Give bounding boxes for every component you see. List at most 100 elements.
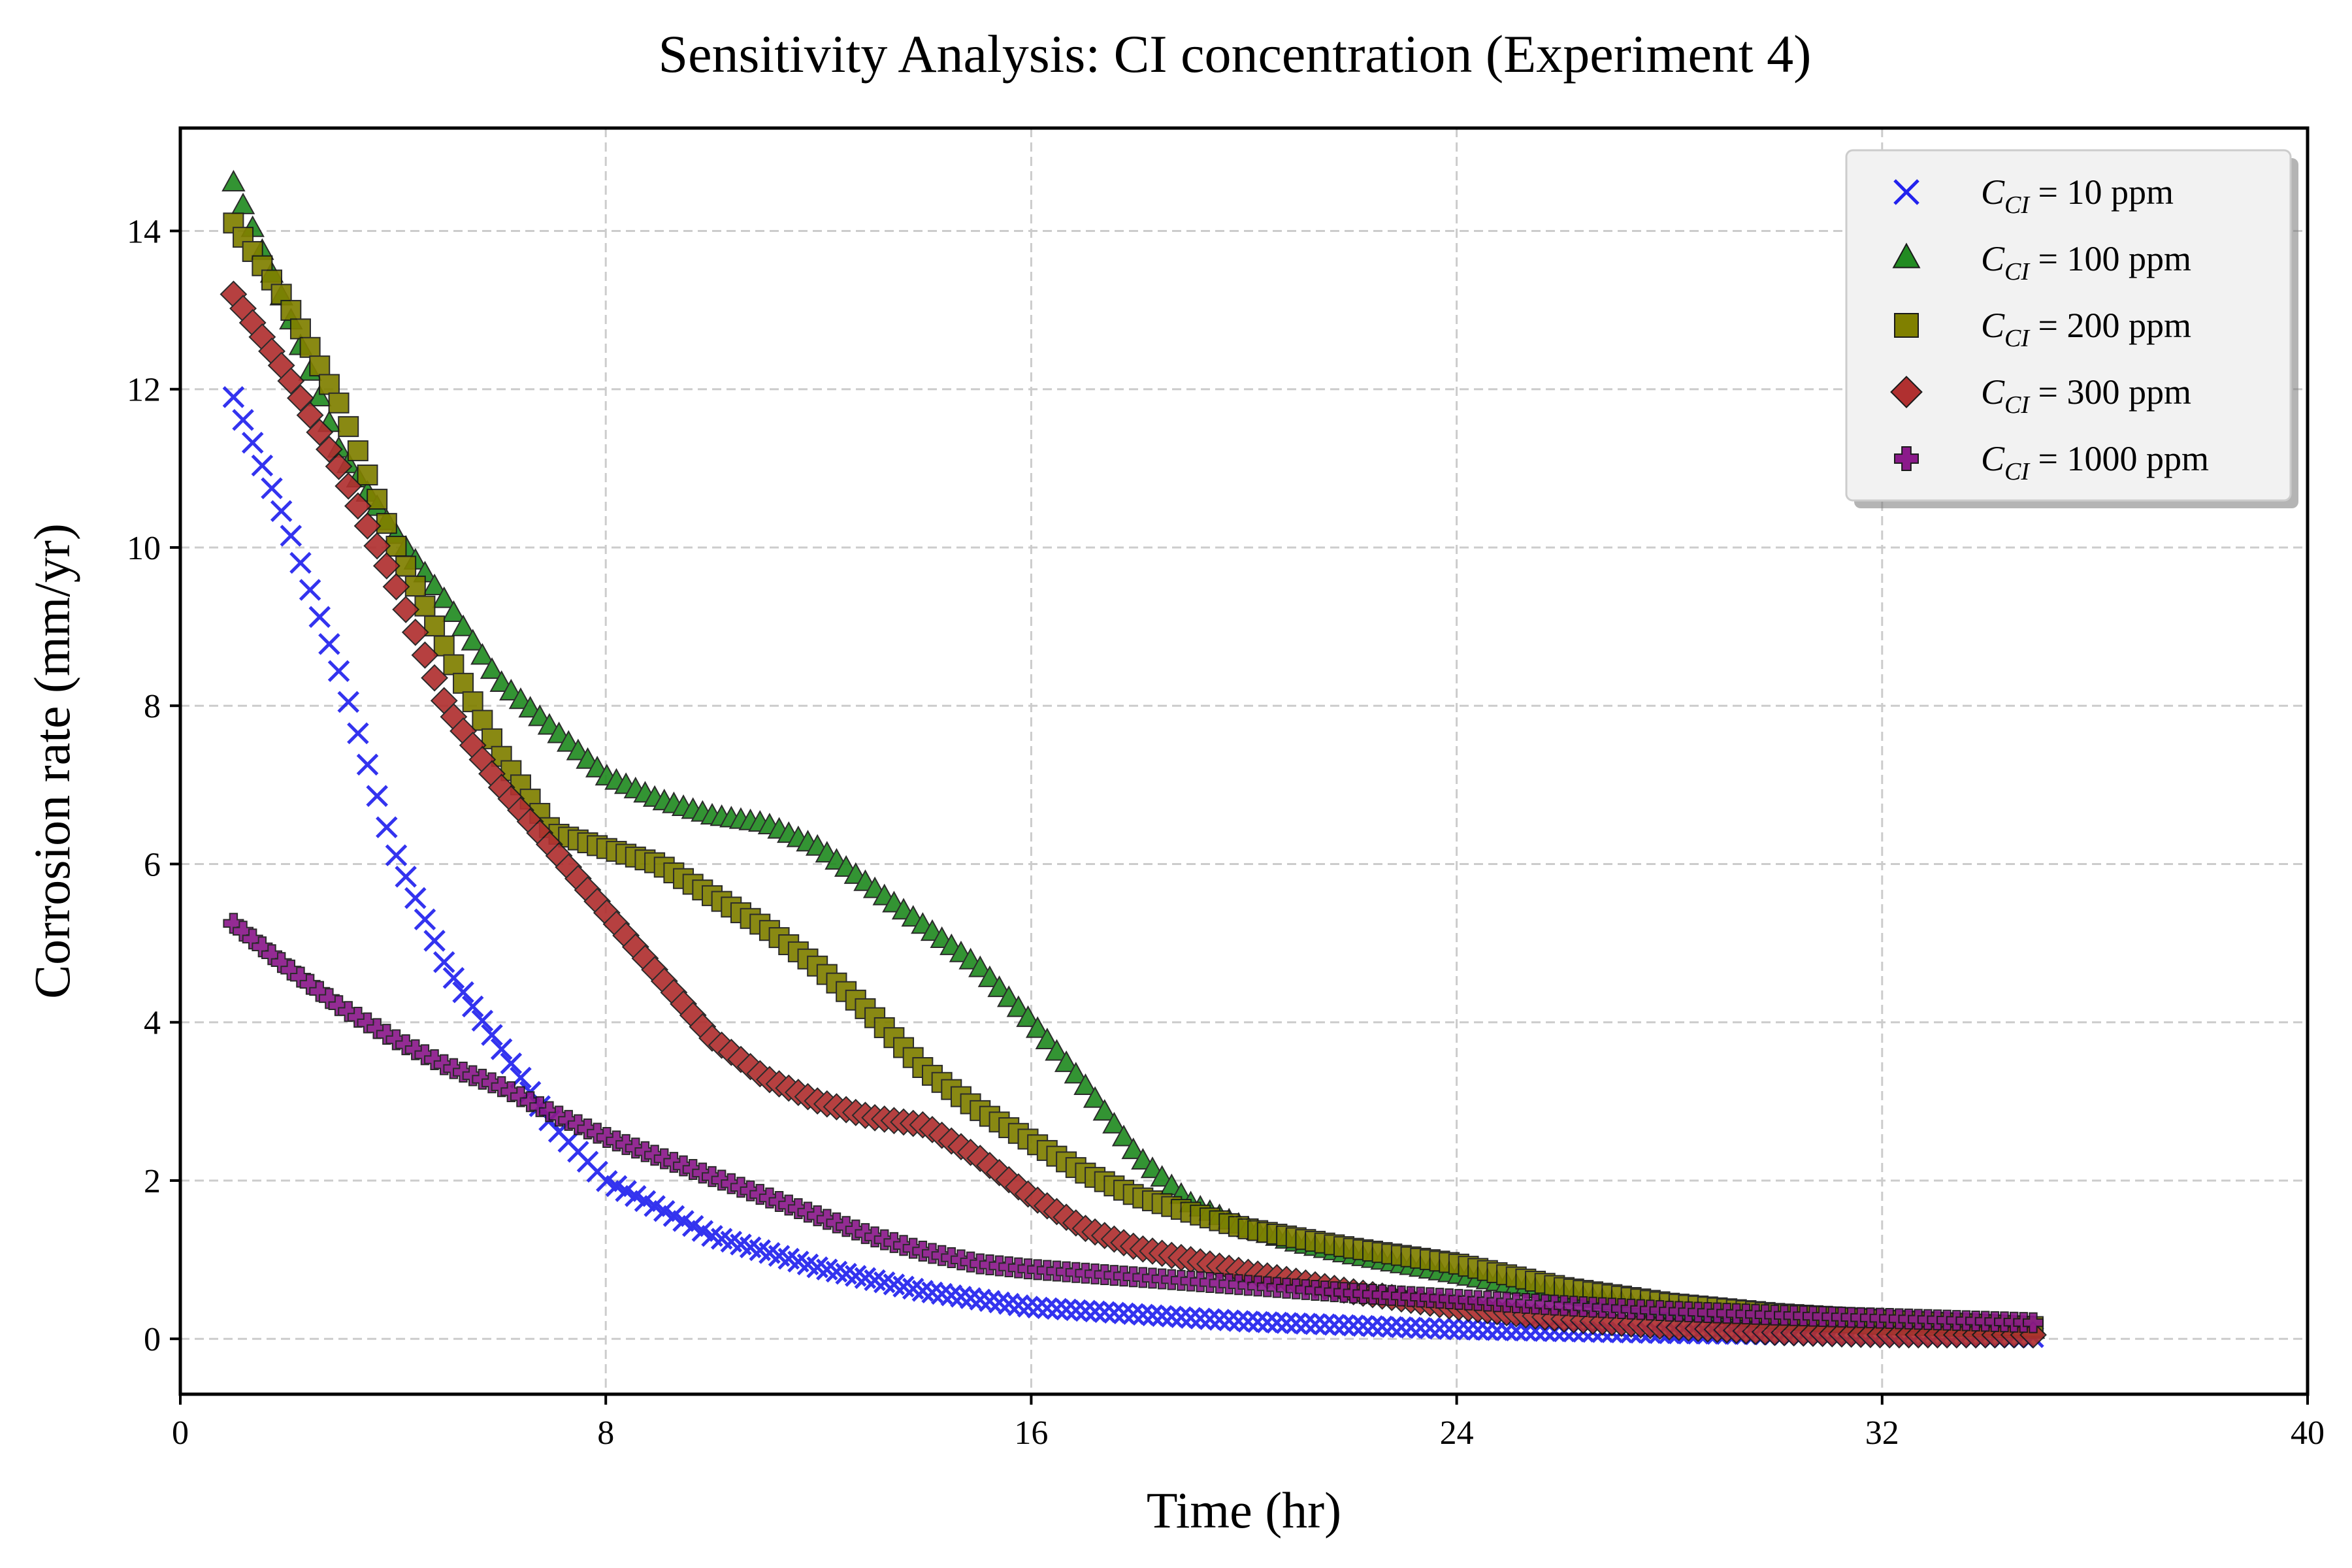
data-point [1083,1086,1107,1108]
y-tick-label: 4 [144,1005,161,1042]
data-point [337,691,359,713]
data-point [528,704,552,727]
data-point [1352,1315,1375,1337]
legend-marker [1894,313,1919,338]
data-point [404,887,427,909]
data-point [318,374,340,395]
legend-item: CCI = 300 ppm [1890,372,2191,419]
data-point [1457,1318,1480,1341]
data-point [2022,1312,2044,1333]
y-axis-label: Corrosion rate (mm/yr) [24,523,80,999]
data-point [1362,1315,1384,1337]
data-point [1026,1296,1049,1319]
legend-label: CCI = 300 ppm [1981,372,2191,419]
y-tick-label: 6 [144,846,161,883]
data-point [451,614,476,636]
data-point [432,586,456,608]
data-point [296,401,324,429]
data-point [344,492,372,520]
data-point [357,465,378,486]
data-point [1073,1073,1098,1096]
data-point [1371,1315,1394,1338]
data-point [338,416,359,437]
data-point [385,1029,407,1051]
legend-label: CCI = 200 ppm [1981,306,2191,352]
data-point [422,573,447,596]
legend-item: CCI = 200 ppm [1894,306,2191,352]
legend-label: CCI = 1000 ppm [1981,439,2209,485]
data-point [461,629,485,651]
legend-item: CCI = 1000 ppm [1894,439,2209,485]
data-point [433,951,455,973]
data-point [987,975,1011,998]
data-point [1113,1302,1135,1325]
data-point [557,730,581,752]
legend-marker [1892,242,1921,269]
y-tick-label: 2 [144,1163,161,1200]
data-point [376,513,397,534]
data-point [347,722,369,745]
legend-item: CCI = 100 ppm [1892,239,2191,286]
data-point [1065,1299,1087,1322]
data-point [1111,1124,1136,1147]
legend-label: CCI = 10 ppm [1981,172,2174,219]
data-point [1131,1148,1155,1170]
data-point [221,169,246,192]
data-point [289,318,311,340]
data-point [261,477,283,500]
data-point [1045,1298,1068,1320]
y-tick-label: 10 [127,530,161,567]
data-point [576,747,600,769]
data-point [566,738,591,760]
data-point [453,672,474,694]
data-point [1247,1311,1269,1333]
x-tick-label: 8 [597,1414,614,1452]
data-point [404,1039,426,1060]
legend-label: CCI = 100 ppm [1981,239,2191,286]
data-point [1035,1027,1060,1050]
data-point [309,355,331,377]
data-point [1256,1311,1279,1333]
data-point [1304,1313,1326,1335]
data-point [1160,1305,1183,1328]
x-tick-label: 40 [2291,1414,2325,1452]
data-point [1054,1050,1079,1072]
data-point [1006,995,1031,1017]
data-point [1275,1312,1298,1334]
data-point [1477,1318,1499,1341]
data-point [1151,1305,1173,1327]
data-point [327,660,350,682]
data-point [1467,1318,1489,1341]
data-point [299,336,321,358]
x-axis-label: Time (hr) [1147,1482,1341,1539]
data-point [1342,1315,1365,1337]
data-point [308,384,332,407]
data-point [376,816,398,839]
data-point [1313,1313,1336,1335]
data-point [472,710,493,731]
data-point [1486,1319,1509,1341]
data-point [1448,1318,1470,1341]
legend-marker [1893,179,1919,205]
data-point [1025,1016,1050,1038]
data-point [289,551,312,574]
data-point [356,753,379,776]
chart-title: Sensitivity Analysis: CI concentration (… [659,24,1812,84]
data-point [997,985,1021,1007]
data-point [1438,1318,1460,1341]
data-point [518,696,542,718]
data-point [401,618,429,646]
data-point [1084,1300,1106,1323]
legend-marker [1894,446,1919,471]
data-point [537,713,562,735]
data-point [353,512,382,540]
x-tick-label: 24 [1440,1414,1474,1452]
data-point [1218,1309,1240,1331]
data-point [222,386,245,408]
data-point [442,967,465,989]
data-point [471,1009,494,1032]
data-point [519,1091,541,1113]
data-point [241,431,264,454]
legend-box [1845,149,2292,502]
data-point [462,691,483,713]
